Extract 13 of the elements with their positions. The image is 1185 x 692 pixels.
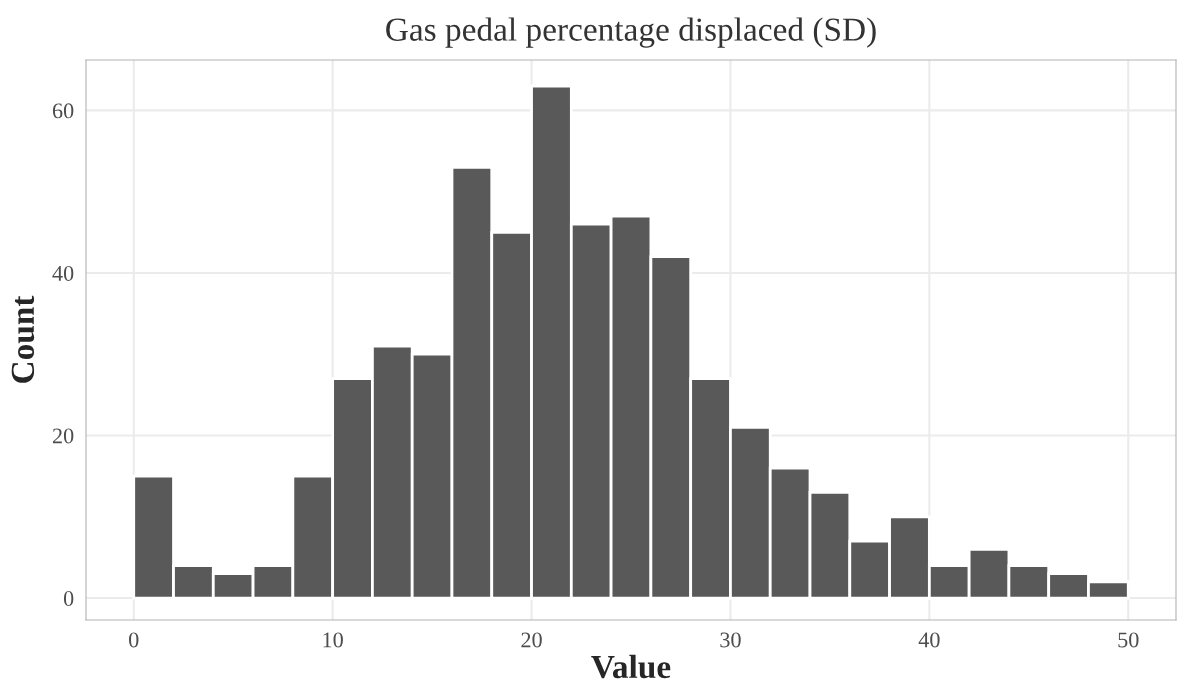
y-tick-label: 20: [52, 428, 74, 444]
x-tick-label: 20: [521, 632, 542, 648]
x-tick-label: 40: [918, 632, 940, 648]
x-tick-label: 30: [720, 632, 741, 648]
y-tick-label: 0: [63, 590, 74, 606]
x-axis-title: Value: [591, 654, 671, 679]
y-tick-label: 40: [52, 265, 74, 281]
y-tick-label: 60: [52, 103, 74, 119]
y-axis-title: Count: [11, 295, 35, 383]
x-tick-label: 0: [129, 632, 139, 648]
chart-title: Gas pedal percentage displaced (SD): [386, 17, 876, 48]
x-tick-label: 10: [323, 632, 343, 648]
x-tick-label: 50: [1118, 632, 1139, 648]
